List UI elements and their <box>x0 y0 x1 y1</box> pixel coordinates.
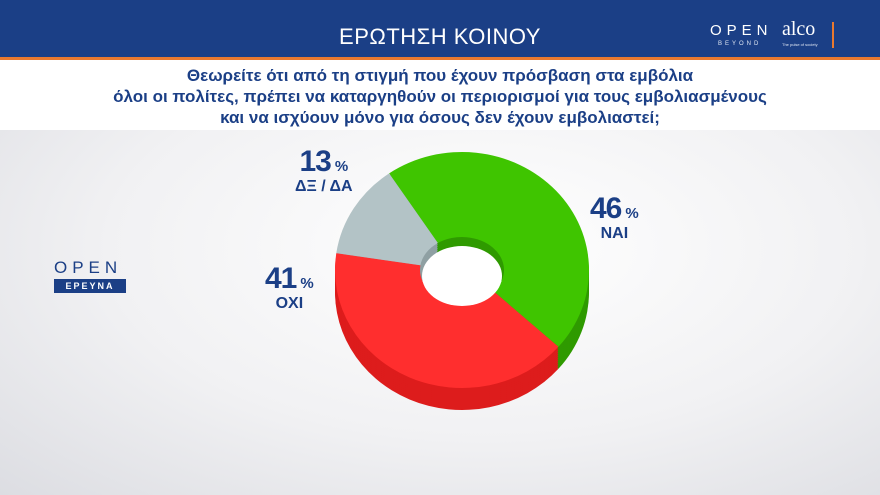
question-text: Θεωρείτε ότι από τη στιγμή που έχουν πρό… <box>0 60 880 130</box>
unit-label: % <box>334 158 349 175</box>
category-label: ΟΧΙ <box>275 295 304 312</box>
question-line: Θεωρείτε ότι από τη στιγμή που έχουν πρό… <box>186 66 694 85</box>
slice-2 <box>336 173 438 266</box>
value-label: 41 <box>265 262 297 295</box>
open-beyond-logo: OPEN <box>710 22 773 39</box>
value-label: 13 <box>299 145 331 178</box>
question-line: όλοι οι πολίτες, πρέπει να καταργηθούν ο… <box>113 87 767 106</box>
category-label: ΝΑΙ <box>600 225 629 242</box>
unit-label: % <box>625 205 639 222</box>
open-logo: OPEN <box>54 258 123 277</box>
donut-hole <box>422 246 502 306</box>
category-label: ΔΞ / ΔΑ <box>295 178 353 195</box>
open-beyond-logo-sub: BEYOND <box>718 41 762 47</box>
label-yes: 46% ΝΑΙ <box>590 192 639 242</box>
label-dk: 13% ΔΞ / ΔΑ <box>295 145 353 195</box>
label-no: 41% ΟΧΙ <box>265 262 314 312</box>
ereuna-badge: ΕΡΕΥΝΑ <box>54 279 126 293</box>
alco-logo-sub: The pulse of society <box>782 42 818 47</box>
question-line: και να ισχύουν μόνο για όσους δεν έχουν … <box>220 108 660 127</box>
slice-0 <box>389 151 589 347</box>
value-label: 46 <box>590 192 622 225</box>
logo-divider <box>832 22 834 48</box>
alco-logo: alco <box>782 18 816 40</box>
header-accent-line <box>0 57 880 60</box>
unit-label: % <box>300 275 314 292</box>
page-title: ΕΡΩΤΗΣΗ ΚΟΙΝΟΥ <box>339 24 541 49</box>
slice-1 <box>335 253 559 388</box>
header-bar <box>0 0 880 57</box>
